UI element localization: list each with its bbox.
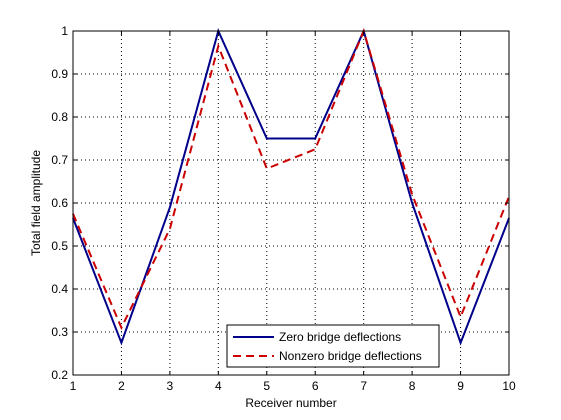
x-tick-label: 6: [312, 379, 319, 393]
y-tick-label: 0.7: [51, 153, 68, 167]
x-tick-label: 3: [167, 379, 174, 393]
y-tick-label: 0.4: [51, 282, 68, 296]
legend-label-zero-bridge: Zero bridge deflections: [279, 330, 401, 344]
x-tick-label: 4: [215, 379, 222, 393]
y-tick-label: 0.5: [51, 239, 68, 253]
ticks: [72, 30, 510, 376]
x-tick-label: 10: [502, 379, 516, 393]
x-axis-label: Receiver number: [245, 396, 336, 410]
x-tick-label: 7: [360, 379, 367, 393]
legend: Zero bridge deflections Nonzero bridge d…: [226, 324, 440, 368]
y-tick-label: 0.9: [51, 67, 68, 81]
x-tick-label: 8: [409, 379, 416, 393]
legend-label-nonzero-bridge: Nonzero bridge deflections: [279, 349, 422, 363]
x-tick-label: 2: [118, 379, 125, 393]
y-tick-label: 1: [61, 24, 68, 38]
legend-box: [226, 324, 440, 368]
tick-labels: 1 2 3 4 5 6 7 8 9 10 0.2 0.3 0.4 0.5 0.6 0.7 0.8 0.9 1: [51, 24, 516, 393]
series-line-zero-bridge: [72, 28, 510, 346]
x-tick-label: 1: [70, 379, 77, 393]
y-tick-label: 0.3: [51, 325, 68, 339]
y-tick-label: 0.2: [51, 368, 68, 382]
y-tick-label: 0.8: [51, 110, 68, 124]
series-layer: [72, 27, 510, 346]
x-tick-label: 9: [457, 379, 464, 393]
x-tick-label: 5: [263, 379, 270, 393]
y-tick-label: 0.6: [51, 196, 68, 210]
plot-area: [73, 31, 509, 375]
y-axis-label: Total field amplitude: [29, 150, 43, 256]
